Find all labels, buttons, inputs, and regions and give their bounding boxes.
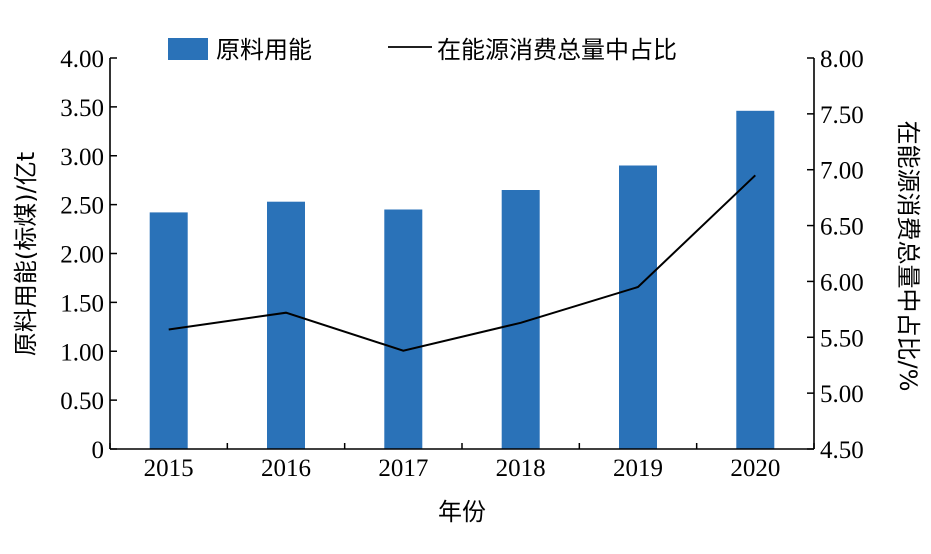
legend-line-label: 在能源消费总量中占比 [437,36,677,64]
left-tick-label: 2.50 [60,193,104,220]
right-tick-label: 5.50 [820,325,864,352]
legend-bar-swatch [168,38,208,60]
bar-2015 [149,212,188,449]
left-tick-label: 1.50 [60,290,104,317]
right-tick-label: 7.50 [820,102,864,129]
x-tick-label-2019: 2019 [613,455,663,482]
left-tick-label: 0.50 [60,388,104,415]
legend-bar-label: 原料用能 [216,36,312,64]
axes-layer [109,58,815,450]
bars-layer [149,110,775,450]
left-y-axis-title: 原料用能(标煤)/亿t [12,152,40,356]
x-axis-title: 年份 [438,498,486,526]
legend: 原料用能 在能源消费总量中占比 [168,36,677,64]
right-y-axis-title: 在能源消费总量中占比/% [894,121,922,392]
left-tick-label: 3.00 [60,144,104,171]
left-tick-label: 4.00 [60,46,104,73]
right-tick-label: 4.50 [820,437,864,464]
ticks-layer: 0 0.50 1.00 1.50 2.00 2.50 3.00 3.50 4.00 4.50 5.0… [60,46,864,482]
right-tick-label: 7.00 [820,158,864,185]
right-tick-label: 6.00 [820,269,864,296]
left-tick-label: 0 [92,437,105,464]
right-tick-label: 6.50 [820,214,864,241]
left-tick-label: 3.50 [60,95,104,122]
bar-2017 [384,209,423,449]
x-tick-label-2015: 2015 [144,455,194,482]
x-tick-label-2017: 2017 [378,455,428,482]
x-tick-label-2016: 2016 [261,455,311,482]
x-tick-label-2018: 2018 [496,455,546,482]
share-line [168,174,756,352]
bar-2016 [267,201,305,449]
bar-2020 [736,110,775,450]
left-tick-label: 2.00 [60,242,104,269]
x-tick-label-2020: 2020 [730,455,780,482]
bar-2019 [619,165,657,449]
right-tick-label: 5.00 [820,381,864,408]
left-tick-label: 1.00 [60,339,104,366]
right-tick-label: 8.00 [820,46,864,73]
line-layer [168,174,756,352]
